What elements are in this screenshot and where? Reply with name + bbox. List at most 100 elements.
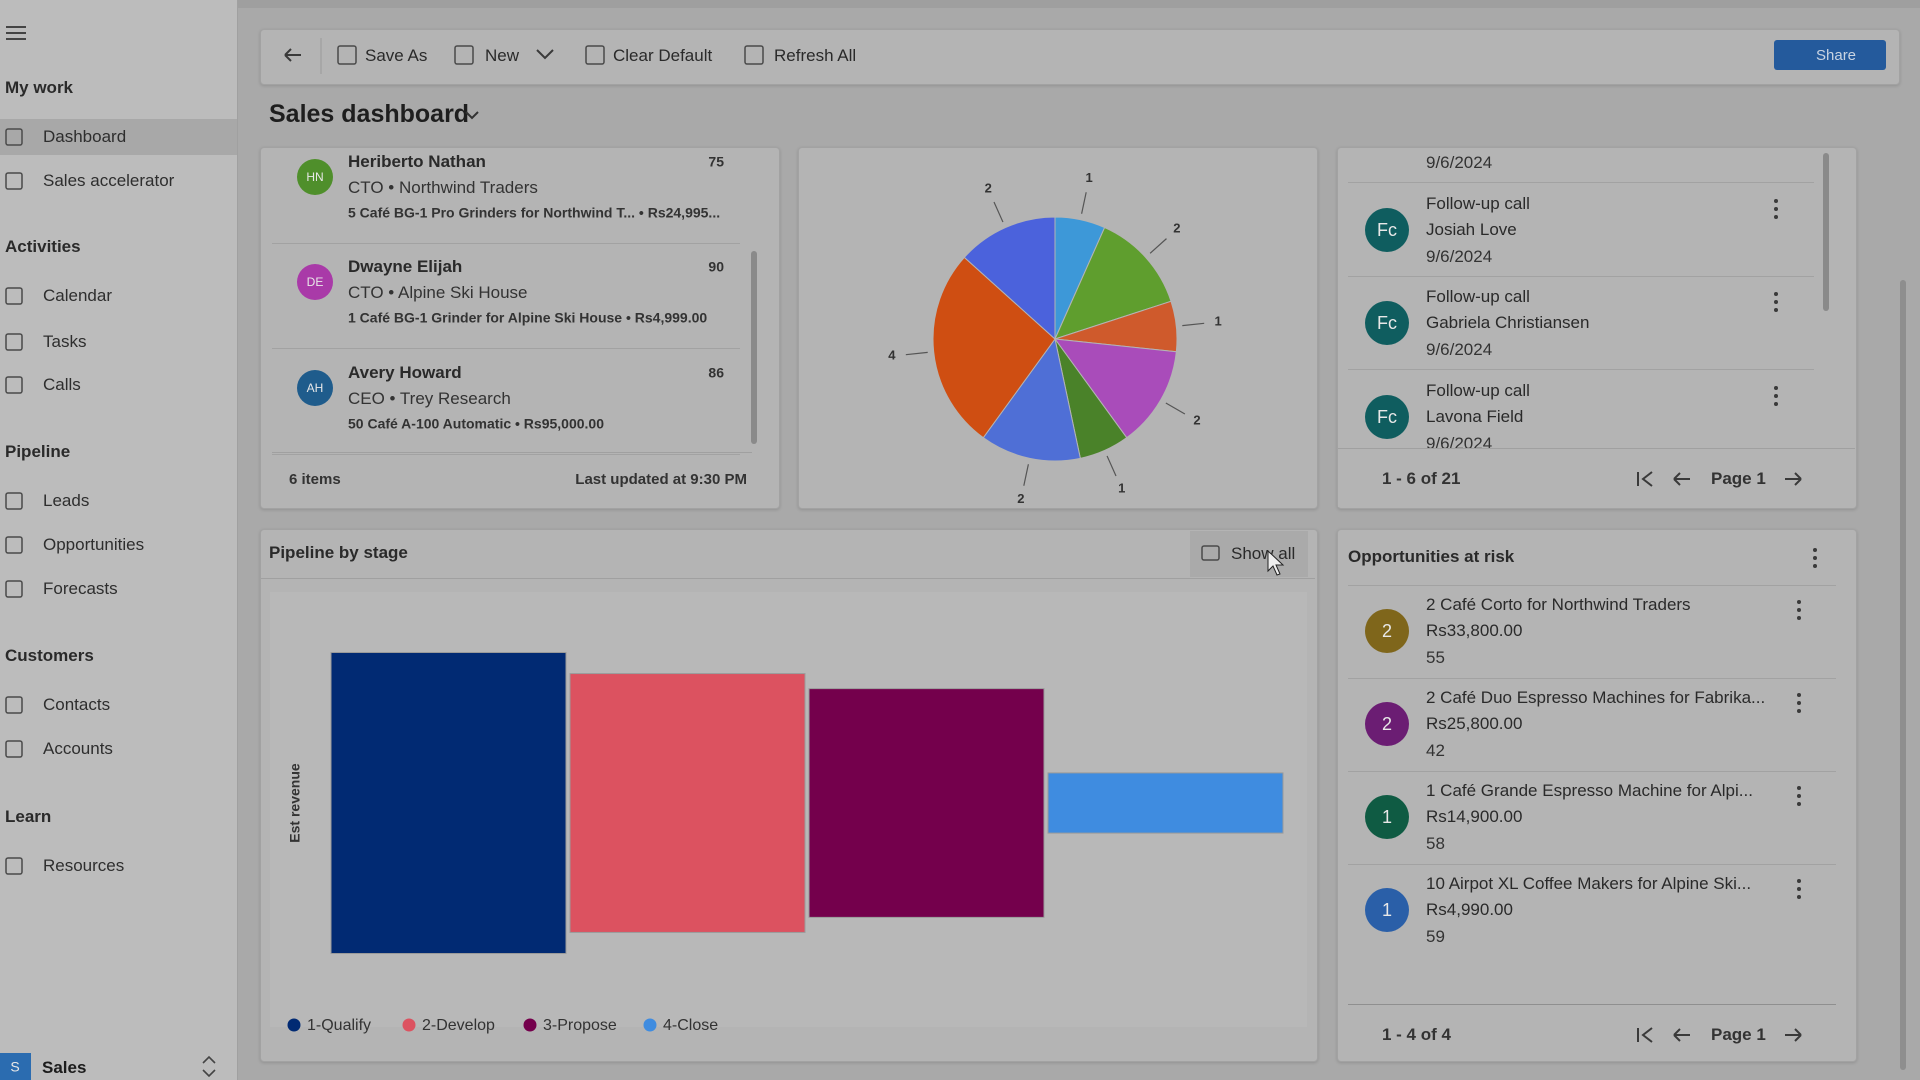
avatar: [1365, 795, 1409, 839]
more-dot[interactable]: [1774, 207, 1778, 211]
legend-label[interactable]: 1-Qualify: [307, 1017, 371, 1034]
more-dot[interactable]: [1797, 701, 1801, 705]
toolbar-button[interactable]: Save As: [365, 45, 428, 65]
legend-swatch[interactable]: [643, 1018, 657, 1032]
opportunity-amount: Rs33,800.00: [1426, 620, 1523, 640]
more-dot[interactable]: [1797, 794, 1801, 798]
more-dot[interactable]: [1797, 608, 1801, 612]
nav-item[interactable]: Dashboard: [43, 126, 127, 146]
prev-page[interactable]: [1673, 472, 1690, 486]
activity-subject[interactable]: Follow-up call: [1426, 380, 1530, 400]
toolbar-button[interactable]: New: [485, 45, 520, 65]
more-dot[interactable]: [1774, 300, 1778, 304]
lead-item[interactable]: [272, 248, 740, 349]
nav-icon: [5, 857, 23, 875]
nav-item[interactable]: Contacts: [43, 694, 111, 714]
more-dot[interactable]: [1813, 564, 1817, 568]
data-label: 1: [1214, 313, 1221, 328]
lead-item[interactable]: [272, 354, 740, 455]
new-chevron[interactable]: [536, 49, 554, 60]
page-scrollbar[interactable]: [1900, 280, 1906, 1070]
more-dot[interactable]: [1797, 616, 1801, 620]
mouse-cursor: [1267, 549, 1285, 576]
more-dot[interactable]: [1774, 292, 1778, 296]
nav-item[interactable]: Calls: [43, 374, 81, 394]
legend-swatch[interactable]: [402, 1018, 416, 1032]
more-dot[interactable]: [1774, 402, 1778, 406]
opportunity-item[interactable]: [1348, 678, 1836, 771]
more-dot[interactable]: [1797, 786, 1801, 790]
activity-date: 9/6/2024: [1426, 246, 1493, 266]
nav-item[interactable]: Calendar: [43, 285, 112, 305]
more-dot[interactable]: [1797, 693, 1801, 697]
activity-scrollbar[interactable]: [1823, 153, 1829, 311]
activity-subject[interactable]: Follow-up call: [1426, 286, 1530, 306]
opportunity-item[interactable]: [1348, 585, 1836, 678]
toolbar-button[interactable]: Refresh All: [774, 45, 857, 65]
nav-icon: [5, 172, 23, 190]
dashboard-title[interactable]: Sales dashboard: [269, 100, 470, 128]
prev-page[interactable]: [1673, 1028, 1690, 1042]
more-dot[interactable]: [1813, 556, 1817, 560]
lead-name: Avery Howard: [348, 362, 462, 382]
pie-slice: [982, 337, 1081, 462]
opportunity-item[interactable]: [1348, 864, 1836, 957]
lead-scrollbar[interactable]: [751, 251, 757, 444]
lead-name: Dwayne Elijah: [348, 256, 463, 276]
menu-icon[interactable]: [6, 26, 26, 40]
more-dot[interactable]: [1797, 709, 1801, 713]
nav-item[interactable]: Resources: [43, 855, 125, 875]
activity-subject[interactable]: Follow-up call: [1426, 193, 1530, 213]
toolbar-button[interactable]: Clear Default: [613, 45, 713, 65]
more-dot[interactable]: [1797, 895, 1801, 899]
nav-item[interactable]: Leads: [43, 490, 90, 510]
legend-label[interactable]: 2-Develop: [422, 1017, 495, 1034]
app-chevron[interactable]: [202, 1055, 216, 1078]
show-all-button[interactable]: [1190, 531, 1308, 577]
legend-label[interactable]: 3-Propose: [543, 1017, 617, 1034]
nav-item[interactable]: Sales accelerator: [43, 170, 175, 190]
legend-swatch[interactable]: [523, 1018, 537, 1032]
more-dot[interactable]: [1774, 394, 1778, 398]
share-button[interactable]: [1774, 40, 1886, 70]
app-badge-bg[interactable]: [0, 1053, 31, 1080]
more-dot[interactable]: [1813, 548, 1817, 552]
first-page[interactable]: [1637, 471, 1653, 487]
nav-item[interactable]: Opportunities: [43, 534, 145, 554]
nav-item[interactable]: Accounts: [43, 738, 113, 758]
leader-line: [905, 351, 928, 356]
more-dot[interactable]: [1797, 879, 1801, 883]
data-label: 2: [985, 181, 992, 196]
top-strip: [238, 0, 1920, 8]
more-dot[interactable]: [1774, 308, 1778, 312]
show-all-label[interactable]: Show all: [1231, 543, 1296, 563]
activity-contact: Gabriela Christiansen: [1426, 312, 1590, 332]
activity-date: 9/6/2024: [1426, 339, 1493, 359]
item-count: 6 items: [289, 471, 341, 488]
app-switcher[interactable]: Sales: [42, 1057, 87, 1077]
page-number: Page 1: [1711, 468, 1766, 488]
back-button[interactable]: [284, 48, 301, 62]
opportunity-item[interactable]: [1348, 771, 1836, 864]
nav-item[interactable]: Tasks: [43, 331, 87, 351]
more-dot[interactable]: [1774, 199, 1778, 203]
lead-item[interactable]: [272, 143, 740, 244]
next-page[interactable]: [1785, 1028, 1802, 1042]
nav-item[interactable]: Forecasts: [43, 578, 118, 598]
page-range: 1 - 4 of 4: [1382, 1024, 1451, 1044]
more-dot[interactable]: [1774, 215, 1778, 219]
legend-label[interactable]: 4-Close: [663, 1017, 718, 1034]
first-page[interactable]: [1637, 1027, 1653, 1043]
more-dot[interactable]: [1797, 802, 1801, 806]
more-dot[interactable]: [1797, 887, 1801, 891]
opportunity-amount: Rs14,900.00: [1426, 806, 1523, 826]
title-chevron[interactable]: [465, 111, 479, 120]
next-page[interactable]: [1785, 472, 1802, 486]
legend-swatch[interactable]: [287, 1018, 301, 1032]
more-dot[interactable]: [1774, 386, 1778, 390]
nav-icon: [5, 492, 23, 510]
avatar-text: 1: [1382, 807, 1392, 827]
more-dot[interactable]: [1797, 600, 1801, 604]
opportunity-name: 10 Airpot XL Coffee Makers for Alpine Sk…: [1426, 873, 1752, 893]
